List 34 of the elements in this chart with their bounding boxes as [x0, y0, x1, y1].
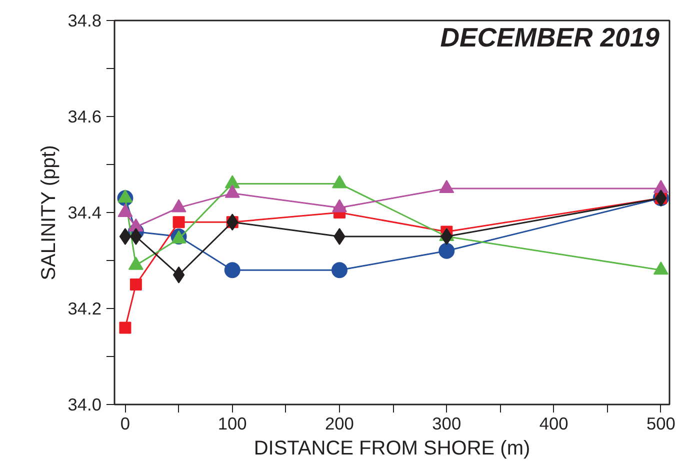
x-tick-label: 300 [432, 414, 462, 434]
point [171, 199, 186, 212]
point [119, 322, 132, 334]
point [334, 228, 346, 245]
point [332, 175, 347, 188]
point [653, 180, 668, 194]
x-axis-title: DISTANCE FROM SHORE (m) [254, 438, 530, 460]
chart-title: DECEMBER 2019 [440, 22, 660, 52]
point [118, 190, 133, 203]
point [440, 228, 452, 245]
x-tick-label: 200 [325, 414, 354, 434]
y-tick-label: 34.2 [68, 298, 102, 318]
point [438, 242, 455, 259]
point [224, 262, 240, 278]
point [130, 278, 142, 290]
y-tick-label: 34.6 [68, 106, 102, 126]
point [172, 266, 185, 284]
y-tick-label: 34.4 [68, 202, 102, 222]
x-tick-label: 500 [646, 414, 676, 434]
y-axis-title: SALINITY (ppt) [38, 145, 60, 280]
point [439, 180, 454, 194]
x-tick-label: 400 [539, 414, 568, 434]
x-tick-label: 100 [218, 414, 247, 434]
point [172, 216, 185, 228]
point [224, 184, 240, 198]
y-tick-label: 34.8 [68, 10, 102, 30]
point [118, 204, 133, 218]
x-tick-label: 0 [120, 414, 130, 434]
point [332, 199, 347, 212]
y-tick-label: 34.0 [68, 394, 102, 414]
point [332, 262, 348, 278]
point [224, 175, 240, 188]
point [119, 228, 132, 245]
point [130, 228, 142, 245]
